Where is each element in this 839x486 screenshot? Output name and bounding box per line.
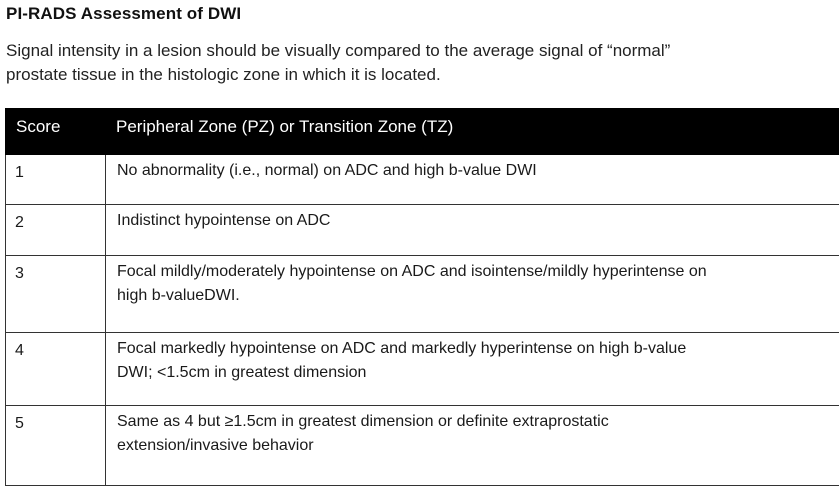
score-cell: 3 bbox=[6, 256, 106, 333]
description-line: DWI; <1.5cm in greatest dimension bbox=[117, 361, 833, 385]
table-row: 4 Focal markedly hypointense on ADC and … bbox=[6, 333, 839, 406]
table-row: 5 Same as 4 but ≥1.5cm in greatest dimen… bbox=[6, 406, 839, 486]
header-zone: Peripheral Zone (PZ) or Transition Zone … bbox=[106, 109, 839, 155]
description-line: Same as 4 but ≥1.5cm in greatest dimensi… bbox=[117, 410, 833, 434]
intro-paragraph: Signal intensity in a lesion should be v… bbox=[6, 39, 806, 87]
description-cell: Indistinct hypointense on ADC bbox=[106, 205, 839, 256]
description-line: Focal markedly hypointense on ADC and ma… bbox=[117, 337, 833, 361]
document-title: PI-RADS Assessment of DWI bbox=[6, 4, 241, 24]
description-line: extension/invasive behavior bbox=[117, 434, 833, 458]
table-row: 3 Focal mildly/moderately hypointense on… bbox=[6, 256, 839, 333]
description-cell: Focal mildly/moderately hypointense on A… bbox=[106, 256, 839, 333]
table-row: 1 No abnormality (i.e., normal) on ADC a… bbox=[6, 155, 839, 205]
table-header-row: Score Peripheral Zone (PZ) or Transition… bbox=[6, 109, 839, 155]
dwi-assessment-table: Score Peripheral Zone (PZ) or Transition… bbox=[5, 108, 839, 486]
score-cell: 5 bbox=[6, 406, 106, 486]
description-cell: No abnormality (i.e., normal) on ADC and… bbox=[106, 155, 839, 205]
intro-line: prostate tissue in the histologic zone i… bbox=[6, 63, 806, 87]
description-line: Focal mildly/moderately hypointense on A… bbox=[117, 260, 833, 284]
header-score: Score bbox=[6, 109, 106, 155]
description-line: No abnormality (i.e., normal) on ADC and… bbox=[117, 159, 833, 183]
table-row: 2 Indistinct hypointense on ADC bbox=[6, 205, 839, 256]
score-cell: 1 bbox=[6, 155, 106, 205]
score-cell: 4 bbox=[6, 333, 106, 406]
intro-line: Signal intensity in a lesion should be v… bbox=[6, 39, 806, 63]
description-line: Indistinct hypointense on ADC bbox=[117, 209, 833, 233]
score-cell: 2 bbox=[6, 205, 106, 256]
description-cell: Same as 4 but ≥1.5cm in greatest dimensi… bbox=[106, 406, 839, 486]
description-line: high b-valueDWI. bbox=[117, 284, 833, 308]
description-cell: Focal markedly hypointense on ADC and ma… bbox=[106, 333, 839, 406]
